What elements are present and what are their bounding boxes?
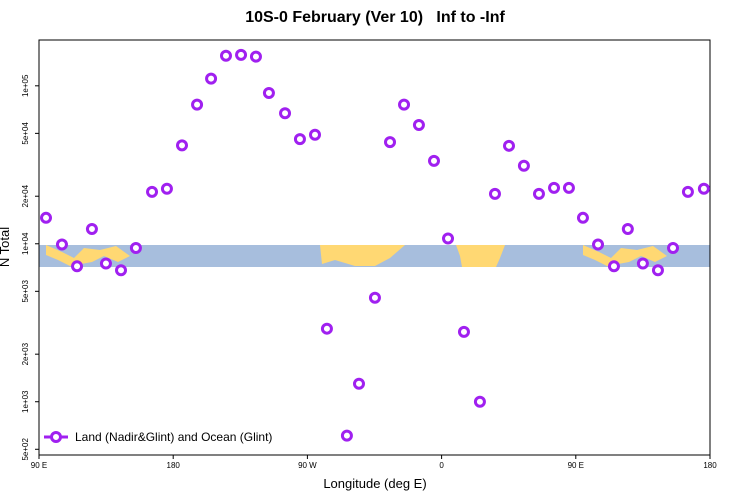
point <box>442 232 455 245</box>
point <box>55 238 68 251</box>
point <box>262 87 275 100</box>
map-band <box>39 245 710 267</box>
point <box>576 211 589 224</box>
land <box>46 245 130 266</box>
point <box>175 139 188 152</box>
point <box>562 181 575 194</box>
point <box>517 159 530 172</box>
point <box>279 107 292 120</box>
x-tick-label: 180 <box>167 461 181 470</box>
x-axis-label: Longitude (deg E) <box>323 476 426 491</box>
x-tick-label: 90 E <box>31 461 47 470</box>
point <box>40 211 53 224</box>
y-tick-label: 2e+03 <box>21 342 30 365</box>
point <box>488 187 501 200</box>
point <box>129 242 142 255</box>
y-tick-label: 1e+04 <box>21 232 30 255</box>
point <box>384 136 397 149</box>
point <box>621 223 634 236</box>
y-tick-label: 2e+04 <box>21 184 30 207</box>
point <box>205 72 218 85</box>
chart-title: 10S-0 February (Ver 10) Inf to -Inf <box>245 9 505 26</box>
x-tick-label: 90 W <box>298 461 317 470</box>
point <box>219 49 232 62</box>
point <box>636 257 649 270</box>
legend-marker <box>50 431 62 443</box>
point <box>667 242 680 255</box>
point <box>607 260 620 273</box>
point <box>160 182 173 195</box>
point <box>71 260 84 273</box>
point <box>368 291 381 304</box>
y-tick-label: 1e+03 <box>21 390 30 413</box>
point <box>340 429 353 442</box>
y-tick-label: 1e+05 <box>21 74 30 97</box>
land <box>320 245 405 266</box>
point <box>412 118 425 131</box>
point <box>146 185 159 198</box>
point <box>235 48 248 61</box>
point <box>352 377 365 390</box>
point <box>99 257 112 270</box>
plot-frame <box>38 39 711 456</box>
y-tick-label: 5e+03 <box>21 280 30 303</box>
point <box>502 139 515 152</box>
land <box>583 245 667 266</box>
point <box>651 264 664 277</box>
point <box>115 264 128 277</box>
point <box>320 322 333 335</box>
point <box>398 98 411 111</box>
point <box>697 182 710 195</box>
point <box>427 154 440 167</box>
point <box>473 395 486 408</box>
point <box>85 223 98 236</box>
point <box>457 325 470 338</box>
point <box>592 238 605 251</box>
point <box>681 185 694 198</box>
legend-label: Land (Nadir&Glint) and Ocean (Glint) <box>75 430 272 444</box>
point <box>249 50 262 63</box>
x-tick-label: 90 E <box>568 461 584 470</box>
point <box>191 98 204 111</box>
point <box>532 187 545 200</box>
point <box>309 128 322 141</box>
land <box>456 245 505 267</box>
x-tick-label: 180 <box>703 461 717 470</box>
y-tick-label: 5e+02 <box>21 437 30 460</box>
y-tick-label: 5e+04 <box>21 122 30 145</box>
y-axis-label: N Total <box>0 227 12 267</box>
point <box>548 181 561 194</box>
point <box>293 133 306 146</box>
x-tick-label: 0 <box>439 461 444 470</box>
